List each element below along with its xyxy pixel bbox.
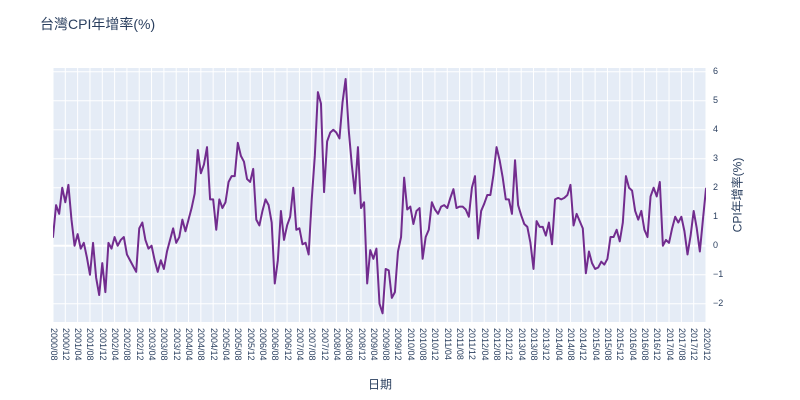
x-tick-label: 2004/04 bbox=[184, 328, 195, 361]
x-tick-label: 2001/08 bbox=[85, 328, 96, 361]
x-tick-label: 2012/12 bbox=[504, 328, 515, 361]
chart-title: 台灣CPI年增率(%) bbox=[40, 16, 156, 32]
x-tick-label: 2014/08 bbox=[565, 328, 576, 361]
x-tick-label: 2008/08 bbox=[344, 328, 355, 361]
x-tick-label: 2006/04 bbox=[257, 328, 268, 361]
x-tick-label: 2016/08 bbox=[639, 328, 650, 361]
x-tick-label: 2005/08 bbox=[233, 328, 244, 361]
x-tick-label: 2002/04 bbox=[110, 328, 121, 361]
x-tick-label: 2014/12 bbox=[578, 328, 589, 361]
x-tick-label: 2008/12 bbox=[356, 328, 367, 361]
x-tick-label: 2007/12 bbox=[319, 328, 330, 361]
x-tick-label: 2014/04 bbox=[553, 328, 564, 361]
y-tick-label: 6 bbox=[713, 66, 719, 77]
x-tick-label: 2013/12 bbox=[541, 328, 552, 361]
vertical-gridlines bbox=[53, 68, 706, 322]
x-tick-label: 2017/08 bbox=[676, 328, 687, 361]
x-tick-label: 2015/12 bbox=[615, 328, 626, 361]
x-tick-label: 2011/08 bbox=[455, 328, 466, 360]
x-tick-label: 2011/12 bbox=[467, 328, 478, 360]
line-chart-svg bbox=[53, 68, 706, 322]
x-tick-label: 2017/04 bbox=[664, 328, 675, 361]
x-tick-label: 2015/08 bbox=[602, 328, 613, 361]
x-tick-label: 2003/04 bbox=[147, 328, 158, 361]
y-tick-label: 1 bbox=[713, 211, 719, 222]
x-tick-label: 2005/12 bbox=[245, 328, 256, 361]
x-tick-label: 2005/04 bbox=[220, 328, 231, 361]
y-tick-label: 5 bbox=[713, 95, 719, 106]
y-tick-label: 0 bbox=[713, 240, 719, 251]
x-tick-label: 2008/04 bbox=[331, 328, 342, 361]
x-tick-label: 2006/12 bbox=[282, 328, 293, 361]
y-tick-label: 2 bbox=[713, 182, 719, 193]
x-tick-label: 2002/12 bbox=[134, 328, 145, 361]
x-tick-label: 2006/08 bbox=[270, 328, 281, 361]
horizontal-gridlines bbox=[53, 71, 706, 305]
x-tick-label: 2009/04 bbox=[368, 328, 379, 361]
x-tick-label: 2013/04 bbox=[516, 328, 527, 361]
x-tick-label: 2004/12 bbox=[208, 328, 219, 361]
y-tick-label: −1 bbox=[713, 269, 724, 280]
y-tick-label: 4 bbox=[713, 124, 719, 135]
x-tick-label: 2012/04 bbox=[479, 328, 490, 361]
x-tick-label: 2012/08 bbox=[492, 328, 503, 361]
y-tick-label: 3 bbox=[713, 153, 719, 164]
y-tick-label: −2 bbox=[713, 298, 724, 309]
y-axis-title: CPI年增率(%) bbox=[730, 157, 745, 233]
x-tick-label: 2010/12 bbox=[430, 328, 441, 361]
x-tick-label: 2001/12 bbox=[97, 328, 108, 361]
x-tick-label: 2002/08 bbox=[122, 328, 133, 361]
x-tick-label: 2000/12 bbox=[60, 328, 71, 361]
x-tick-label: 2003/08 bbox=[159, 328, 170, 361]
x-tick-label: 2017/12 bbox=[689, 328, 700, 361]
x-tick-label: 2013/08 bbox=[529, 328, 539, 361]
x-tick-label: 2009/12 bbox=[393, 328, 404, 361]
x-tick-label: 2003/12 bbox=[171, 328, 182, 361]
plot-area[interactable] bbox=[53, 68, 706, 322]
x-tick-label: 2009/08 bbox=[381, 328, 392, 361]
x-tick-label: 2020/12 bbox=[701, 328, 712, 361]
x-tick-label: 2001/04 bbox=[73, 328, 84, 361]
x-tick-label: 2010/04 bbox=[405, 328, 416, 361]
cpi-series-line[interactable] bbox=[53, 78, 706, 315]
x-axis-title: 日期 bbox=[367, 377, 393, 392]
x-tick-label: 2000/08 bbox=[48, 328, 59, 361]
x-tick-label: 2010/08 bbox=[418, 328, 429, 361]
x-tick-label: 2011/04 bbox=[442, 328, 453, 360]
x-tick-label: 2007/04 bbox=[294, 328, 305, 361]
x-tick-label: 2007/08 bbox=[307, 328, 318, 361]
x-tick-label: 2015/04 bbox=[590, 328, 601, 361]
x-tick-label: 2016/04 bbox=[627, 328, 638, 361]
x-tick-label: 2004/08 bbox=[196, 328, 207, 361]
x-tick-label: 2016/12 bbox=[652, 328, 663, 361]
